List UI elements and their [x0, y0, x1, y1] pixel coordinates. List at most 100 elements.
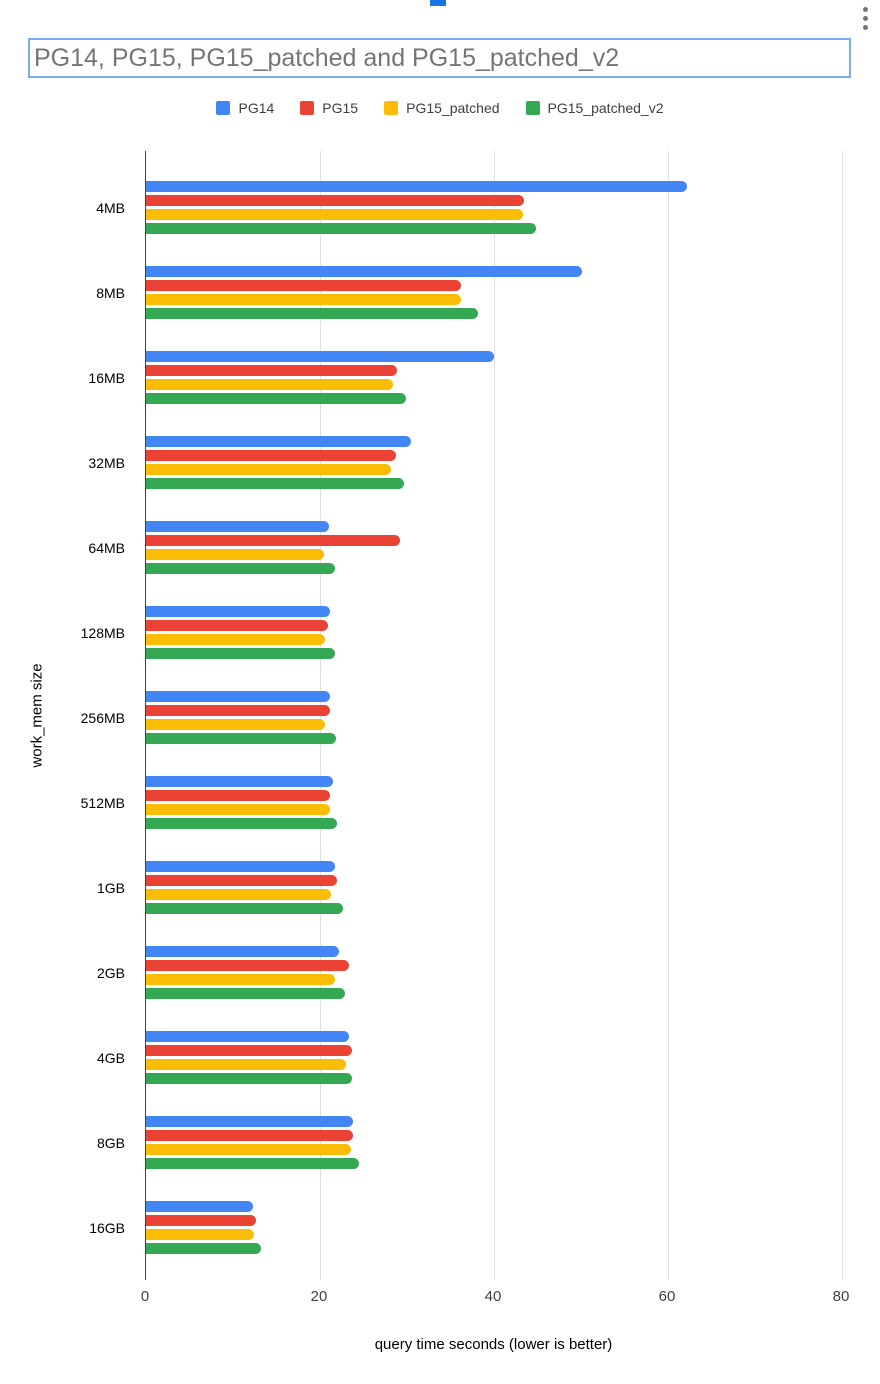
bar-PG15_patched-16MB[interactable] — [146, 379, 394, 390]
x-tick-label-40: 40 — [484, 1288, 502, 1305]
bar-PG14-16MB[interactable] — [146, 351, 494, 362]
category-label-4GB: 4GB — [96, 1049, 125, 1066]
chart-title-box[interactable]: PG14, PG15, PG15_patched and PG15_patche… — [28, 38, 851, 78]
category-label-64MB: 64MB — [88, 539, 125, 556]
category-label-16MB: 16MB — [88, 369, 125, 386]
legend-swatch-icon — [525, 101, 540, 115]
bar-PG15-128MB[interactable] — [146, 620, 328, 631]
bar-PG15_patched_v2-16GB[interactable] — [146, 1243, 261, 1254]
legend-label: PG15_patched_v2 — [547, 100, 664, 116]
bar-PG15-256MB[interactable] — [146, 705, 330, 716]
bar-PG15_patched_v2-4MB[interactable] — [146, 223, 536, 234]
gridline-x-60 — [668, 151, 669, 1280]
bar-PG15-16GB[interactable] — [146, 1215, 257, 1226]
bar-PG14-8GB[interactable] — [146, 1116, 354, 1127]
category-labels: 4MB 8MB 16MB 32MB 64MB 128MB 256MB 512MB 1GB 2GB 4… — [0, 151, 135, 1280]
bar-PG15_patched-128MB[interactable] — [146, 634, 326, 645]
bar-PG14-8MB[interactable] — [146, 266, 582, 277]
legend-swatch-icon — [216, 101, 231, 115]
x-axis-ticks: 0 20 40 60 80 — [141, 1288, 853, 1306]
bar-PG15_patched-512MB[interactable] — [146, 804, 330, 815]
legend-item-PG15[interactable]: PG15 — [300, 100, 358, 116]
legend-label: PG14 — [238, 100, 275, 116]
bar-group-4GB — [146, 1015, 854, 1100]
bar-group-16MB — [146, 335, 854, 420]
bar-PG15_patched_v2-512MB[interactable] — [146, 818, 337, 829]
bar-PG14-32MB[interactable] — [146, 436, 412, 447]
category-label-4MB: 4MB — [96, 199, 125, 216]
bar-PG15_patched-64MB[interactable] — [146, 549, 325, 560]
x-axis-title: query time seconds (lower is better) — [374, 1336, 613, 1353]
bar-PG14-4MB[interactable] — [146, 181, 688, 192]
bar-PG15_patched-256MB[interactable] — [146, 719, 326, 730]
bar-PG15-4GB[interactable] — [146, 1045, 353, 1056]
bar-PG15-8GB[interactable] — [146, 1130, 354, 1141]
bar-groups — [146, 151, 854, 1280]
gridline-x-40 — [494, 151, 495, 1280]
legend-item-PG14[interactable]: PG14 — [216, 100, 274, 116]
bar-PG15_patched-4GB[interactable] — [146, 1059, 347, 1070]
bar-PG15_patched_v2-64MB[interactable] — [146, 563, 335, 574]
bar-PG15_patched-8GB[interactable] — [146, 1144, 352, 1155]
category-label-512MB: 512MB — [80, 794, 125, 811]
kebab-dot-icon — [862, 16, 868, 21]
bar-PG14-2GB[interactable] — [146, 946, 340, 957]
bar-PG15_patched_v2-32MB[interactable] — [146, 478, 404, 489]
bar-PG15_patched_v2-128MB[interactable] — [146, 648, 335, 659]
category-label-128MB: 128MB — [80, 624, 125, 641]
category-label-1GB: 1GB — [96, 879, 125, 896]
bar-PG15_patched-8MB[interactable] — [146, 294, 461, 305]
bar-PG15-4MB[interactable] — [146, 195, 524, 206]
x-tick-label-60: 60 — [658, 1288, 676, 1305]
bar-PG15_patched_v2-1GB[interactable] — [146, 903, 343, 914]
bar-PG15_patched_v2-8MB[interactable] — [146, 308, 479, 319]
bar-PG15-512MB[interactable] — [146, 790, 331, 801]
kebab-dot-icon — [862, 7, 868, 12]
bar-PG15_patched_v2-256MB[interactable] — [146, 733, 336, 744]
bar-PG14-1GB[interactable] — [146, 861, 335, 872]
category-label-32MB: 32MB — [88, 454, 125, 471]
bar-PG15_patched-2GB[interactable] — [146, 974, 335, 985]
bar-group-8MB — [146, 250, 854, 335]
bar-PG15-8MB[interactable] — [146, 280, 461, 291]
x-tick-label-80: 80 — [832, 1288, 850, 1305]
legend-label: PG15_patched — [406, 100, 500, 116]
bar-PG15-16MB[interactable] — [146, 365, 397, 376]
gridline-x-80 — [842, 151, 843, 1280]
bar-PG14-4GB[interactable] — [146, 1031, 349, 1042]
bar-PG15-32MB[interactable] — [146, 450, 396, 461]
bar-PG14-512MB[interactable] — [146, 776, 334, 787]
bar-PG15_patched_v2-4GB[interactable] — [146, 1073, 353, 1084]
selection-handle[interactable] — [430, 0, 446, 6]
bar-group-32MB — [146, 420, 854, 505]
plot-area — [145, 151, 854, 1280]
bar-PG15-2GB[interactable] — [146, 960, 349, 971]
bar-group-16GB — [146, 1185, 854, 1270]
bar-PG14-16GB[interactable] — [146, 1201, 253, 1212]
x-tick-label-0: 0 — [140, 1288, 150, 1305]
chart-menu-button[interactable] — [858, 7, 872, 37]
bar-PG15-64MB[interactable] — [146, 535, 401, 546]
bar-PG14-128MB[interactable] — [146, 606, 330, 617]
bar-group-128MB — [146, 590, 854, 675]
bar-group-512MB — [146, 760, 854, 845]
bar-PG15_patched_v2-2GB[interactable] — [146, 988, 346, 999]
bar-PG15_patched-4MB[interactable] — [146, 209, 523, 220]
bar-PG15_patched_v2-8GB[interactable] — [146, 1158, 360, 1169]
legend-item-PG15_patched_v2[interactable]: PG15_patched_v2 — [525, 100, 664, 116]
bar-group-256MB — [146, 675, 854, 760]
bar-PG15_patched-1GB[interactable] — [146, 889, 332, 900]
x-axis-title-wrap: query time seconds (lower is better) — [145, 1336, 842, 1354]
bar-group-1GB — [146, 845, 854, 930]
bar-PG15_patched-16GB[interactable] — [146, 1229, 254, 1240]
bar-group-8GB — [146, 1100, 854, 1185]
bar-PG14-64MB[interactable] — [146, 521, 329, 532]
legend-label: PG15 — [322, 100, 359, 116]
bar-PG15-1GB[interactable] — [146, 875, 337, 886]
bar-PG14-256MB[interactable] — [146, 691, 331, 702]
kebab-dot-icon — [862, 25, 868, 30]
bar-PG15_patched_v2-16MB[interactable] — [146, 393, 407, 404]
category-label-16GB: 16GB — [89, 1219, 125, 1236]
bar-PG15_patched-32MB[interactable] — [146, 464, 392, 475]
legend-item-PG15_patched[interactable]: PG15_patched — [384, 100, 500, 116]
